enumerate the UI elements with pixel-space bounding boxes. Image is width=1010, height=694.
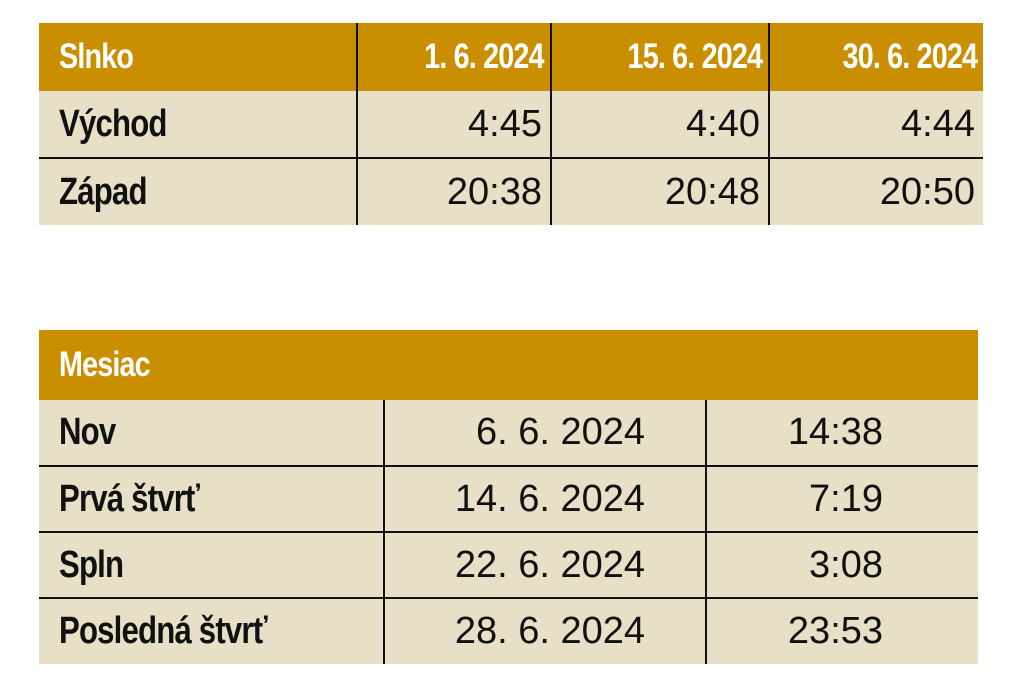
moon-header-row: Mesiac xyxy=(39,330,979,400)
moon-phase-date: 6. 6. 2024 xyxy=(383,400,706,466)
moon-phase-label: Spln xyxy=(39,531,384,598)
sun-date-3: 30. 6. 2024 xyxy=(768,23,983,91)
moon-row: Prvá štvrť 14. 6. 2024 7:19 xyxy=(39,465,979,532)
moon-row: Nov 6. 6. 2024 14:38 xyxy=(39,400,979,466)
sun-row-label: Západ xyxy=(39,157,357,225)
moon-phase-date: 14. 6. 2024 xyxy=(383,465,706,532)
sun-time: 20:48 xyxy=(550,157,769,225)
sun-date-2: 15. 6. 2024 xyxy=(550,23,769,91)
moon-phase-date: 28. 6. 2024 xyxy=(383,597,706,664)
moon-phase-time: 7:19 xyxy=(704,465,979,532)
moon-header-label: Mesiac xyxy=(59,345,151,384)
sun-date-1: 1. 6. 2024 xyxy=(356,23,551,91)
sun-header-row: Slnko 1. 6. 2024 15. 6. 2024 30. 6. 2024 xyxy=(39,23,983,91)
sun-time: 4:44 xyxy=(768,91,983,158)
sun-row-label: Východ xyxy=(39,91,357,158)
moon-phase-label: Prvá štvrť xyxy=(39,465,384,532)
moon-phase-time: 14:38 xyxy=(704,400,979,466)
sun-row-sunset: Západ 20:38 20:48 20:50 xyxy=(39,157,983,225)
moon-table: Mesiac Nov 6. 6. 2024 14:38 Prvá štvrť 1… xyxy=(39,330,979,664)
moon-phase-time: 3:08 xyxy=(704,531,979,598)
moon-phase-date: 22. 6. 2024 xyxy=(383,531,706,598)
moon-row: Posledná štvrť 28. 6. 2024 23:53 xyxy=(39,597,979,664)
sun-header-label: Slnko xyxy=(39,23,357,91)
moon-phase-label: Posledná štvrť xyxy=(39,597,384,664)
sun-time: 4:40 xyxy=(550,91,769,158)
sun-time: 20:50 xyxy=(768,157,983,225)
sun-time: 4:45 xyxy=(356,91,551,158)
sun-time: 20:38 xyxy=(356,157,551,225)
moon-phase-time: 23:53 xyxy=(704,597,979,664)
moon-row: Spln 22. 6. 2024 3:08 xyxy=(39,531,979,598)
sun-table: Slnko 1. 6. 2024 15. 6. 2024 30. 6. 2024… xyxy=(39,23,983,225)
sun-row-sunrise: Východ 4:45 4:40 4:44 xyxy=(39,91,983,158)
moon-phase-label: Nov xyxy=(39,400,384,466)
